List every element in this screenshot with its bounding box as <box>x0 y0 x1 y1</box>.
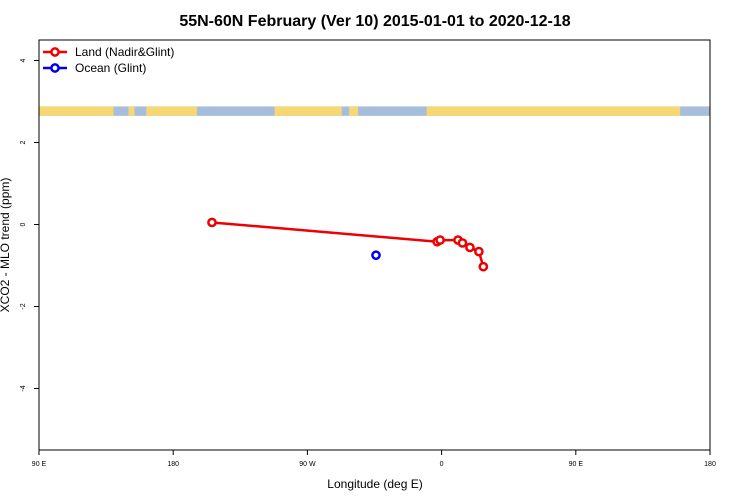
map-land <box>349 106 359 116</box>
x-tick-label: 90 E <box>569 461 584 468</box>
land-point <box>465 242 475 253</box>
ocean-point <box>371 250 381 261</box>
y-axis: -4 -2 0 2 4 <box>20 58 39 392</box>
land-point <box>474 246 484 257</box>
map-land <box>426 106 681 116</box>
y-tick-label: -2 <box>20 303 27 309</box>
map-ocean <box>39 106 710 116</box>
map-land <box>39 106 114 116</box>
y-tick-label: 0 <box>20 222 27 226</box>
land-point <box>478 261 489 272</box>
y-tick-label: 2 <box>20 140 27 144</box>
x-tick-label: 0 <box>440 461 444 468</box>
map-land <box>146 106 198 116</box>
chart-title: 55N-60N February (Ver 10) 2015-01-01 to … <box>179 13 570 30</box>
x-tick-label: 90 W <box>299 461 316 468</box>
x-tick-label: 90 E <box>32 461 47 468</box>
legend-land-marker <box>50 47 60 57</box>
y-tick-label: -4 <box>20 385 27 391</box>
x-tick-label: 180 <box>704 461 716 468</box>
map-strip <box>39 106 710 116</box>
y-tick-label: 4 <box>20 58 27 62</box>
land-line <box>211 221 485 268</box>
legend-land-label: Land (Nadir&Glint) <box>75 45 174 59</box>
data-layer <box>207 217 489 272</box>
x-axis-label: Longitude (deg E) <box>327 477 422 491</box>
plot-frame <box>38 39 711 451</box>
x-axis: 90 E 180 90 W 0 90 E 180 <box>32 450 716 468</box>
land-point <box>457 238 468 248</box>
legend-ocean-label: Ocean (Glint) <box>75 61 146 75</box>
map-land <box>274 106 342 116</box>
y-axis-label: XCO2 - MLO trend (ppm) <box>0 178 12 313</box>
x-tick-label: 180 <box>167 461 179 468</box>
land-point <box>435 235 445 245</box>
legend-ocean-marker <box>50 63 60 73</box>
legend: Land (Nadir&Glint) Ocean (Glint) <box>43 45 174 75</box>
land-point <box>207 217 217 228</box>
map-land <box>128 106 135 116</box>
